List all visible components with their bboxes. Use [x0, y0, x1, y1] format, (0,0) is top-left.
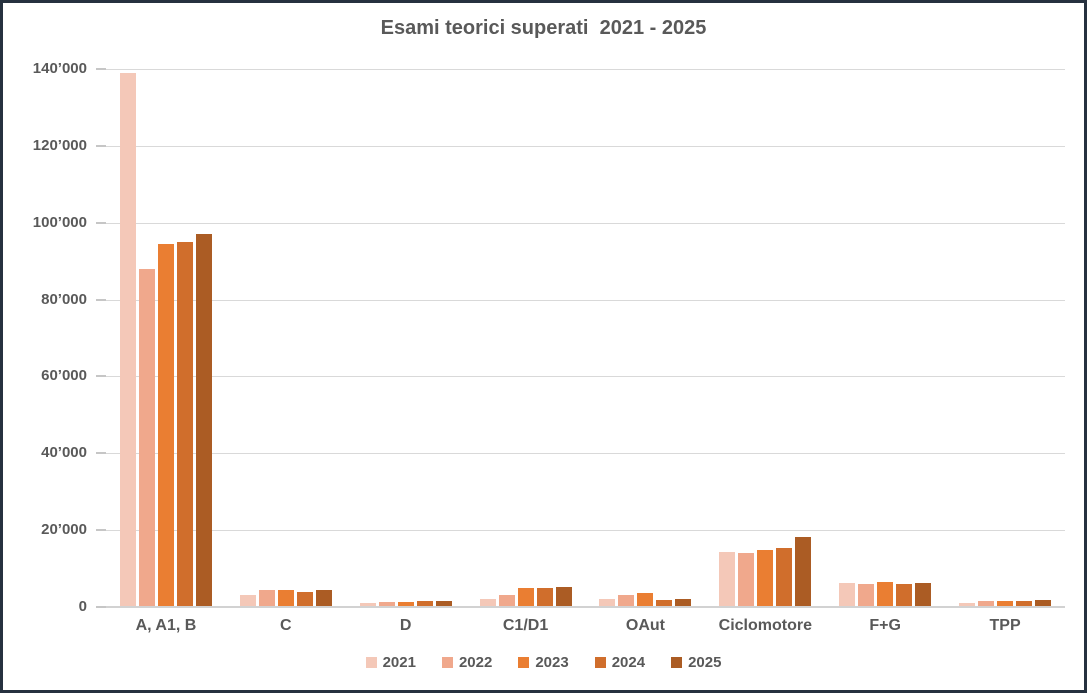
y-tick-mark: [96, 298, 106, 301]
bar-2025-A, A1, B: [195, 234, 212, 607]
bar-2025-TPP: [1035, 600, 1052, 607]
legend-label-2022: 2022: [458, 654, 493, 671]
bar-2025-D: [435, 601, 452, 607]
bar-2022-D: [378, 602, 395, 607]
x-label-C: C: [280, 617, 292, 634]
bar-2023-C: [277, 589, 294, 607]
legend-label-2021: 2021: [382, 654, 416, 671]
bar-2024-OAut: [656, 600, 673, 607]
legend-item-2024: 2024: [594, 654, 646, 671]
bar-2025-F+G: [915, 583, 932, 607]
legend-item-2021: 2021: [365, 654, 416, 671]
bar-group-OAut: [586, 69, 706, 607]
x-label-C1/D1: C1/D1: [502, 617, 549, 634]
bar-2025-OAut: [675, 598, 692, 607]
bar-group-F+G: [825, 69, 945, 607]
legend-swatch-2021: [365, 657, 377, 668]
legend-swatch-2025: [671, 657, 683, 668]
x-label-F+G: F+G: [869, 617, 901, 634]
bar-2023-F+G: [877, 581, 894, 607]
gridline-20’000: [106, 530, 1065, 532]
x-label-OAut: OAut: [625, 617, 665, 634]
x-label-A, A1, B: A, A1, B: [135, 617, 197, 634]
bar-2023-TPP: [997, 600, 1014, 607]
gridline-60’000: [106, 376, 1065, 378]
bar-2024-D: [416, 601, 433, 607]
bar-2024-F+G: [896, 584, 913, 607]
legend-label-2024: 2024: [611, 654, 646, 671]
bar-2022-TPP: [978, 601, 995, 607]
y-tick-mark: [96, 144, 106, 147]
bar-group-Ciclomotore: [705, 69, 825, 607]
bar-2021-Ciclomotore: [719, 552, 736, 607]
bar-2021-TPP: [959, 602, 976, 607]
y-tick-mark: [96, 452, 106, 455]
y-tick-label: 40’000: [41, 444, 87, 462]
gridline-100’000: [106, 222, 1065, 224]
bar-group-C1/D1: [466, 69, 586, 607]
bar-group-TPP: [945, 69, 1065, 607]
gridline-120’000: [106, 145, 1065, 147]
bar-2022-C: [258, 590, 275, 607]
bar-2021-A, A1, B: [119, 72, 136, 607]
bar-group-A, A1, B: [106, 69, 226, 607]
bar-2023-OAut: [637, 593, 654, 607]
bar-2023-D: [397, 602, 414, 607]
x-label-Ciclomotore: Ciclomotore: [718, 617, 812, 634]
y-tick-label: 140’000: [32, 60, 87, 77]
bar-2023-Ciclomotore: [757, 549, 774, 607]
bar-group-C: [226, 69, 346, 607]
legend-item-2025: 2025: [671, 654, 721, 671]
y-tick-mark: [96, 375, 106, 378]
legend: 2021 2022 2023 2024 2025: [3, 654, 1084, 671]
plot-area: [106, 69, 1065, 607]
bar-2021-OAut: [599, 599, 616, 607]
x-axis-line: [106, 606, 1065, 608]
bar-2022-OAut: [618, 595, 635, 607]
y-tick-label: 80’000: [41, 290, 87, 308]
bar-2023-C1/D1: [517, 588, 534, 607]
gridline-40’000: [106, 453, 1065, 455]
legend-swatch-2024: [594, 657, 606, 668]
bar-2024-A, A1, B: [176, 241, 193, 607]
gridline-80’000: [106, 299, 1065, 301]
legend-item-2022: 2022: [441, 654, 493, 671]
bar-2025-C: [315, 590, 332, 607]
bar-2023-A, A1, B: [157, 243, 174, 607]
y-tick-mark: [96, 606, 106, 608]
legend-item-2023: 2023: [518, 654, 569, 671]
legend-swatch-2022: [441, 657, 453, 668]
bar-2022-A, A1, B: [138, 268, 155, 607]
bar-2025-Ciclomotore: [795, 537, 812, 607]
gridline-140’000: [106, 69, 1065, 70]
bar-2021-C: [239, 595, 256, 607]
legend-label-2023: 2023: [535, 654, 569, 671]
y-tick-label: 120’000: [32, 136, 87, 154]
y-tick-label: 100’000: [32, 213, 87, 231]
legend-swatch-2023: [518, 657, 530, 668]
bar-2022-F+G: [858, 583, 875, 607]
bar-2024-C: [296, 591, 313, 607]
y-tick-label: 20’000: [41, 521, 87, 539]
bar-2024-C1/D1: [536, 588, 553, 607]
bar-2021-F+G: [839, 582, 856, 607]
y-tick-label: 0: [78, 598, 87, 615]
bar-2021-D: [359, 602, 376, 607]
x-label-D: D: [399, 617, 412, 634]
x-label-TPP: TPP: [989, 617, 1021, 634]
bar-2022-Ciclomotore: [738, 553, 755, 607]
y-tick-label: 60’000: [41, 367, 87, 385]
bar-2021-C1/D1: [479, 599, 496, 607]
y-tick-mark: [96, 529, 106, 532]
bar-2025-C1/D1: [555, 587, 572, 607]
chart-title: Esami teorici superati 2021 - 2025: [380, 17, 707, 39]
bar-2024-Ciclomotore: [776, 547, 793, 607]
bar-2024-TPP: [1016, 601, 1033, 607]
bar-group-D: [346, 69, 466, 607]
y-tick-mark: [96, 68, 106, 70]
bar-2022-C1/D1: [498, 594, 515, 607]
legend-label-2025: 2025: [688, 654, 722, 671]
y-tick-mark: [96, 221, 106, 224]
